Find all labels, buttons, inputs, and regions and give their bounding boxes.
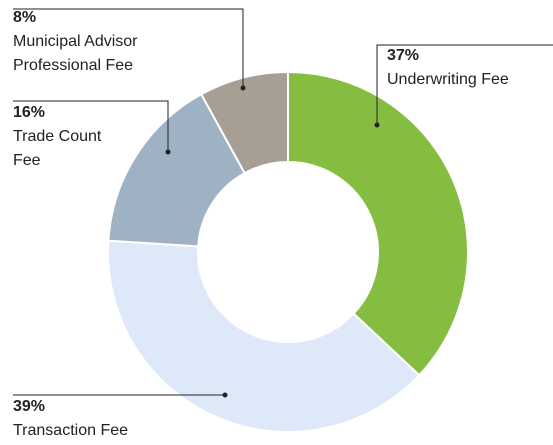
- leader-dot: [222, 392, 228, 398]
- label-line: Municipal Advisor: [13, 33, 138, 50]
- category-label: Trade Count Fee: [13, 128, 102, 169]
- donut-segment: [107, 92, 246, 248]
- donut-segment: [199, 70, 289, 175]
- label-line: Trade Count: [13, 128, 102, 145]
- leader-line: [13, 100, 169, 152]
- leader-dot: [374, 122, 380, 128]
- donut-segment: [287, 70, 469, 377]
- category-label: Underwriting Fee: [387, 71, 509, 88]
- value-label: 8%: [13, 9, 36, 26]
- value-label: 39%: [13, 398, 45, 415]
- category-label: Municipal Advisor Professional Fee: [13, 33, 138, 74]
- leader-line: [376, 44, 553, 125]
- leader-line: [13, 8, 244, 88]
- leader-dot: [240, 85, 246, 91]
- leader-dot: [165, 149, 171, 155]
- category-label: Transaction Fee: [13, 422, 128, 439]
- value-label: 16%: [13, 104, 45, 121]
- donut-segment: [107, 239, 421, 433]
- label-line: Professional Fee: [13, 57, 133, 74]
- label-line: Fee: [13, 152, 41, 169]
- value-label: 37%: [387, 47, 419, 64]
